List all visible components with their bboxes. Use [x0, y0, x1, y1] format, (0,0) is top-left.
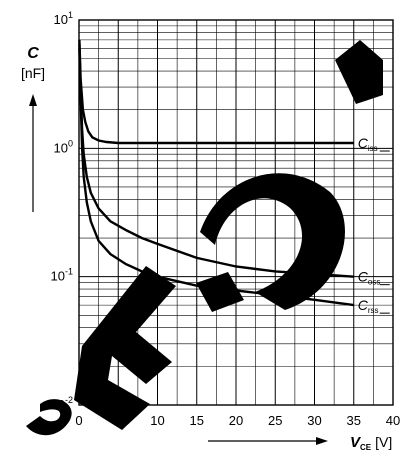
watermark-shape	[196, 272, 244, 312]
plot-frame	[78, 19, 394, 406]
x-axis-label-unit: [V]	[375, 434, 392, 450]
series-label-crss: Crss	[358, 297, 379, 315]
series-line-crss	[78, 48, 354, 307]
y-tick-label: 10-1	[51, 267, 73, 284]
x-tick-label: 30	[307, 413, 321, 428]
watermark-shape	[200, 173, 345, 310]
x-axis-label: VCE [V]	[350, 434, 392, 452]
y-tick-label: 100	[54, 138, 73, 155]
x-tick-label: 25	[268, 413, 282, 428]
y-axis-label: C	[27, 45, 39, 62]
curves	[78, 39, 354, 307]
x-tick-label: 40	[386, 413, 400, 428]
x-tick-label: 10	[150, 413, 164, 428]
watermark-shape	[74, 266, 176, 430]
y-axis-arrow	[29, 94, 37, 212]
x-axis-arrow	[208, 437, 328, 445]
watermark-logo	[26, 40, 383, 436]
watermark-shape	[26, 399, 72, 436]
x-tick-label: 15	[190, 413, 204, 428]
y-tick-label: 101	[54, 10, 73, 27]
x-tick-label: 35	[347, 413, 361, 428]
series-labels: Ciss Coss Crss	[358, 135, 390, 315]
series-line-ciss	[78, 39, 354, 145]
x-axis-label-main: V	[350, 434, 362, 451]
y-axis-unit: [nF]	[21, 65, 45, 81]
x-axis-label-sub: CE	[360, 443, 372, 452]
x-tick-label: 0	[75, 413, 82, 428]
series-label-coss: Coss	[358, 269, 381, 287]
x-tick-label: 20	[229, 413, 243, 428]
series-label-ciss: Ciss	[358, 135, 378, 153]
watermark-shape	[335, 40, 383, 104]
